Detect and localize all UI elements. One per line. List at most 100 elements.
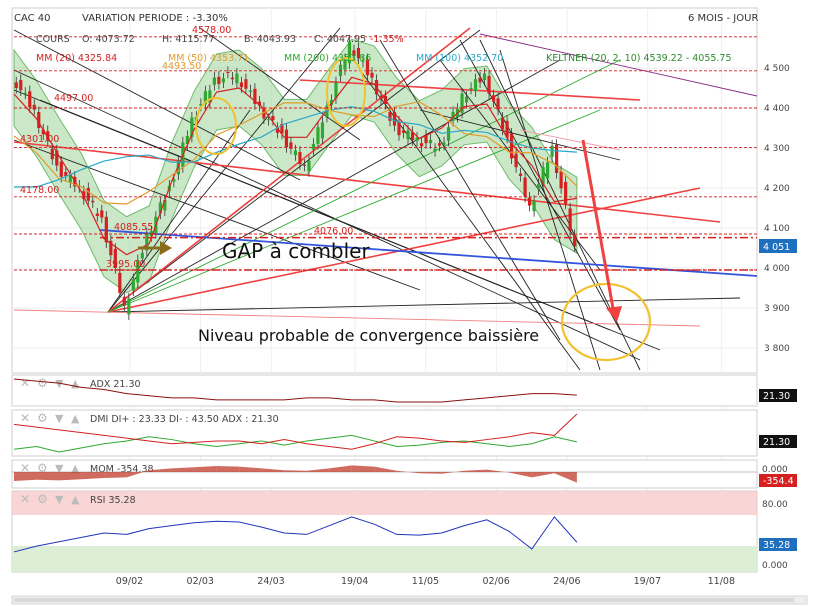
gear-icon[interactable]: ⚙ bbox=[37, 461, 48, 475]
convergence-annotation: Niveau probable de convergence baissière bbox=[198, 326, 539, 345]
candle-body bbox=[347, 41, 352, 64]
ellipse-march bbox=[195, 97, 237, 155]
price-change: -1.35% bbox=[370, 34, 404, 45]
candle-body bbox=[50, 148, 54, 160]
mom-bar bbox=[239, 466, 262, 472]
arrow-up-icon[interactable]: ▲ bbox=[71, 412, 80, 425]
mom-bar bbox=[194, 466, 217, 472]
candle-body bbox=[118, 272, 122, 293]
candle-body bbox=[59, 161, 63, 177]
trendline-15 bbox=[479, 33, 758, 97]
candle-body bbox=[419, 143, 424, 147]
candle-body bbox=[397, 121, 401, 136]
arrow-up-icon[interactable]: ▲ bbox=[71, 462, 80, 475]
trendline-23 bbox=[379, 39, 561, 341]
arrow-down-shaft bbox=[581, 139, 616, 315]
panel-badge-2 bbox=[759, 435, 797, 448]
series-di-line bbox=[13, 413, 578, 450]
candle-body bbox=[401, 130, 406, 133]
gear-icon[interactable]: ⚙ bbox=[37, 492, 48, 506]
candle-body bbox=[235, 73, 239, 84]
candle-body bbox=[564, 181, 568, 204]
candle-body bbox=[122, 296, 126, 306]
candle-body bbox=[568, 208, 572, 232]
arrow-down-icon[interactable]: ▼ bbox=[55, 462, 64, 475]
legend-mm200: MM (200) 4353.86 bbox=[284, 53, 371, 64]
panel-badge-text-3: -354.4 bbox=[763, 476, 794, 487]
candle-body bbox=[559, 171, 563, 189]
candle-body bbox=[392, 112, 397, 126]
mom-bar bbox=[36, 472, 60, 481]
close-icon[interactable]: ✕ bbox=[20, 376, 30, 390]
chart-symbol: CAC 40 bbox=[14, 13, 51, 24]
candle-body bbox=[496, 98, 500, 110]
level-4076: 4076.00 bbox=[314, 226, 353, 237]
candle-body bbox=[32, 104, 36, 110]
close-icon[interactable]: ✕ bbox=[20, 411, 30, 425]
mom-bar bbox=[531, 472, 555, 478]
mom-bar bbox=[441, 470, 465, 474]
trendline-13 bbox=[107, 59, 621, 313]
candle-body bbox=[464, 96, 469, 103]
candle-body bbox=[136, 260, 140, 283]
scrollbar-thumb[interactable] bbox=[14, 598, 794, 602]
horizontal-levels bbox=[14, 36, 757, 271]
candle-body bbox=[473, 79, 478, 92]
y-tick-4300: 4 300 bbox=[764, 144, 790, 154]
mom-bar bbox=[464, 469, 487, 472]
close-icon[interactable]: ✕ bbox=[20, 492, 30, 506]
trendline-21 bbox=[499, 49, 601, 371]
candle-body bbox=[248, 90, 253, 92]
candle-body bbox=[91, 200, 95, 203]
trendline-24 bbox=[13, 29, 301, 181]
trendline-11 bbox=[107, 187, 701, 313]
candle-body bbox=[478, 77, 482, 83]
ellipse-convergence bbox=[560, 282, 652, 362]
candle-body bbox=[46, 131, 50, 141]
candle-body bbox=[527, 197, 532, 206]
arrow-down-icon[interactable]: ▼ bbox=[55, 493, 64, 506]
candle-body bbox=[388, 112, 392, 121]
candle-body bbox=[172, 179, 176, 182]
gear-icon[interactable]: ⚙ bbox=[37, 376, 48, 390]
candle-body bbox=[289, 142, 293, 149]
candle-body bbox=[158, 202, 162, 214]
mom-bar bbox=[171, 467, 195, 472]
candle-body bbox=[37, 112, 41, 128]
y-tick-4500: 4 500 bbox=[764, 64, 790, 74]
arrow-up-icon[interactable]: ▲ bbox=[71, 377, 80, 390]
candle-body bbox=[239, 82, 244, 88]
candle-body bbox=[212, 77, 216, 85]
indicator-panels: ✕ ⚙ ▼ ▲ ADX 21.30 21.30 ✕ ⚙ ▼ ▲ DMI DI+ : 23.33 DI… bbox=[11, 374, 797, 573]
candle-body bbox=[221, 78, 225, 83]
candle-body bbox=[280, 124, 284, 134]
candle-body bbox=[55, 150, 59, 166]
gear-icon[interactable]: ⚙ bbox=[37, 411, 48, 425]
trendline-27 bbox=[99, 229, 758, 277]
candle-body bbox=[208, 90, 212, 103]
rsi-oversold-zone bbox=[12, 546, 757, 572]
mom-bar bbox=[306, 468, 330, 472]
arrow-down-icon[interactable]: ▼ bbox=[55, 412, 64, 425]
candle-body bbox=[573, 235, 577, 247]
candle-body bbox=[275, 128, 280, 133]
rsi-tick-80: 80.00 bbox=[762, 500, 788, 510]
panel-legend-4: RSI 35.28 bbox=[90, 495, 136, 506]
candle-body bbox=[64, 172, 68, 176]
x-tick-11/08: 11/08 bbox=[708, 576, 735, 587]
candle-body bbox=[217, 76, 221, 84]
close-icon[interactable]: ✕ bbox=[20, 461, 30, 475]
price-y-axis: 3 800 3 900 4 000 4 100 4 200 4 300 4 400 4 500 bbox=[764, 64, 790, 354]
trendline-25 bbox=[199, 27, 361, 141]
arrow-up-icon[interactable]: ▲ bbox=[71, 493, 80, 506]
candle-body bbox=[311, 144, 316, 150]
trendline-0 bbox=[13, 69, 641, 361]
trendline-8 bbox=[107, 297, 741, 313]
panel-2-controls: ✕ ⚙ ▼ ▲ bbox=[20, 411, 80, 425]
candle-body bbox=[451, 112, 455, 121]
panel-badge-1 bbox=[759, 389, 797, 402]
candle-body bbox=[406, 130, 410, 140]
trendline-22 bbox=[359, 69, 581, 371]
